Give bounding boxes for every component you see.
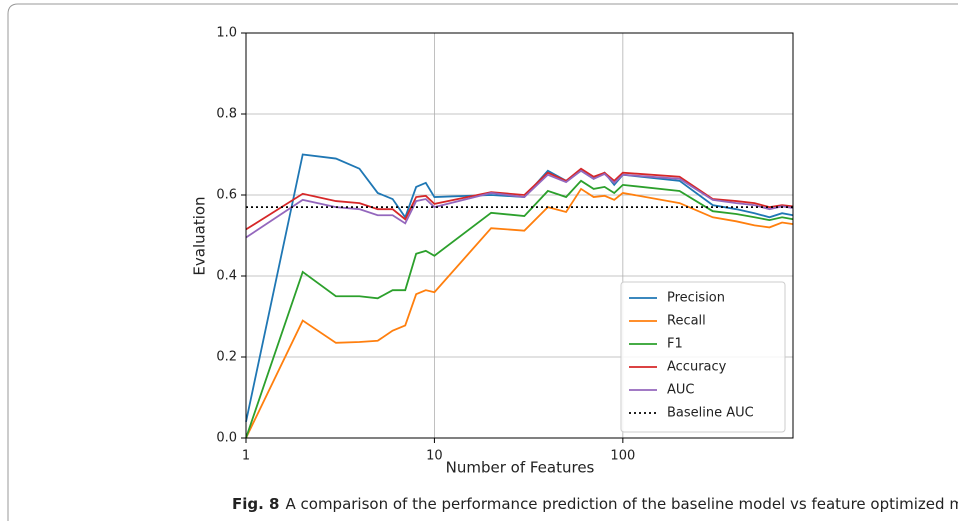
- legend-label: Recall: [667, 314, 706, 329]
- caption-text: A comparison of the performance predicti…: [285, 495, 958, 513]
- series-line: [245, 169, 794, 239]
- frame: [7, 3, 958, 521]
- y-tick-label: 0.2: [216, 350, 237, 365]
- x-axis-label: Number of Features: [446, 459, 595, 477]
- y-tick-label: 0.4: [216, 269, 237, 284]
- caption-label: Fig. 8: [232, 495, 280, 513]
- series-line: [245, 167, 794, 231]
- y-tick-label: 0.0: [216, 431, 237, 446]
- x-tick-label: 1: [242, 449, 250, 464]
- caption: Fig. 8 A comparison of the performance pr…: [232, 495, 958, 513]
- legend-label: F1: [667, 337, 683, 352]
- x-tick-label: 100: [610, 449, 635, 464]
- x-tick-label: 10: [426, 449, 443, 464]
- plot-frame: [245, 32, 794, 439]
- y-tick-label: 0.8: [216, 107, 237, 122]
- legend-label: AUC: [667, 383, 695, 398]
- legend-label: Baseline AUC: [667, 406, 754, 421]
- series-line: [245, 179, 794, 439]
- series-line: [245, 153, 794, 422]
- y-tick-label: 1.0: [216, 26, 237, 41]
- legend-box: [620, 281, 786, 433]
- legend-label: Precision: [667, 291, 725, 306]
- y-axis-label: Evaluation: [191, 196, 209, 275]
- y-tick-label: 0.6: [216, 188, 237, 203]
- series-line: [245, 187, 794, 439]
- legend-label: Accuracy: [667, 360, 727, 375]
